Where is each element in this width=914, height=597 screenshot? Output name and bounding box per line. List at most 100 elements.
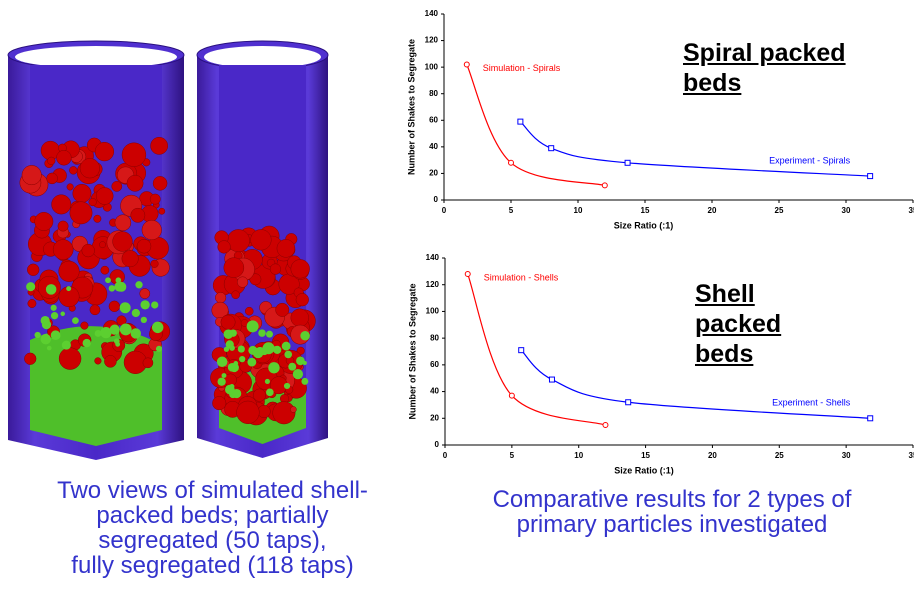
slide: 02040608010012014005101520253035Size Rat…: [0, 0, 914, 597]
green-particle: [41, 316, 50, 325]
green-particle: [229, 345, 235, 351]
point: [868, 416, 873, 421]
green-particle: [151, 301, 158, 308]
y-tick-label: 0: [435, 440, 440, 449]
x-tick-label: 30: [842, 451, 851, 460]
red-particle: [273, 402, 295, 424]
green-particle: [258, 329, 266, 337]
green-particle: [266, 331, 273, 338]
red-particle: [270, 264, 281, 275]
red-particle: [47, 157, 55, 165]
cylinder-inner: [204, 46, 321, 68]
red-particle: [35, 212, 53, 230]
y-tick-label: 140: [425, 9, 439, 18]
red-particle: [24, 353, 36, 365]
green-particle: [105, 277, 111, 283]
point: [549, 146, 554, 151]
y-tick-label: 100: [426, 307, 440, 316]
image-caption: Two views of simulated shell-packed beds…: [10, 478, 415, 578]
red-particle: [69, 166, 77, 174]
green-particle: [41, 334, 51, 344]
red-particle: [122, 143, 146, 167]
green-particle: [282, 342, 291, 351]
green-particle: [224, 329, 234, 339]
series-label: Experiment - Shells: [772, 398, 851, 408]
red-particle: [153, 176, 167, 190]
red-particle: [291, 309, 309, 327]
red-particle: [59, 261, 80, 282]
caption-line: fully segregated (118 taps): [10, 553, 415, 578]
y-axis-label: Number of Shakes to Segregate: [406, 39, 416, 175]
point: [518, 119, 523, 124]
green-particle: [218, 378, 226, 386]
red-particle: [70, 202, 92, 224]
green-particle: [72, 317, 79, 324]
y-tick-label: 80: [429, 89, 438, 98]
point: [464, 62, 469, 67]
red-particle: [227, 229, 249, 251]
green-particle: [156, 346, 162, 352]
green-particle: [141, 317, 147, 323]
series-line: [468, 274, 606, 425]
green-particle: [152, 322, 163, 333]
caption-line: packed beds; partially: [10, 503, 415, 528]
red-particle: [28, 299, 36, 307]
green-particle: [268, 362, 279, 373]
point: [602, 183, 607, 188]
green-particle: [300, 331, 310, 341]
red-particle: [59, 348, 81, 370]
x-tick-label: 10: [574, 206, 583, 215]
y-tick-label: 120: [425, 36, 439, 45]
green-particle: [238, 345, 245, 352]
red-particle: [27, 264, 39, 276]
green-particle: [265, 379, 270, 384]
y-tick-label: 20: [429, 169, 438, 178]
point: [549, 377, 554, 382]
y-axis-label: Number of Shakes to Segregate: [407, 283, 417, 419]
green-particle: [230, 363, 239, 372]
green-particle: [109, 285, 115, 291]
red-particle: [95, 142, 114, 161]
cylinder-inner: [15, 46, 177, 68]
red-particle: [137, 239, 151, 253]
red-particle: [53, 240, 73, 260]
caption-line: segregated (50 taps),: [10, 528, 415, 553]
green-particle: [247, 320, 259, 332]
green-particle: [284, 351, 292, 359]
y-tick-label: 140: [426, 253, 440, 262]
point: [465, 272, 470, 277]
green-particle: [135, 281, 142, 288]
y-tick-label: 60: [430, 360, 439, 369]
point: [603, 422, 608, 427]
red-particle: [47, 173, 58, 184]
green-particle: [132, 309, 140, 317]
caption-line: primary particles investigated: [430, 512, 914, 537]
red-particle: [212, 396, 226, 410]
green-particle: [62, 341, 71, 350]
green-particle: [140, 300, 149, 309]
red-particle: [245, 307, 253, 315]
red-particle: [80, 158, 100, 178]
red-particle: [95, 358, 102, 365]
red-particle: [151, 260, 159, 268]
x-tick-label: 20: [708, 451, 717, 460]
green-particle: [247, 358, 256, 367]
red-particle: [81, 322, 89, 330]
red-particle: [224, 258, 244, 278]
x-tick-label: 0: [442, 206, 447, 215]
x-tick-label: 5: [510, 451, 515, 460]
green-particle: [288, 363, 296, 371]
series-label: Simulation - Shells: [484, 272, 559, 282]
red-particle: [140, 289, 150, 299]
x-tick-label: 25: [775, 451, 784, 460]
red-particle: [237, 401, 260, 424]
red-particle: [99, 242, 105, 248]
red-particle: [115, 215, 131, 231]
y-tick-label: 100: [425, 62, 439, 71]
x-tick-label: 25: [775, 206, 784, 215]
red-particle: [142, 220, 162, 240]
red-particle: [253, 389, 266, 402]
point: [868, 174, 873, 179]
red-particle: [258, 405, 271, 418]
